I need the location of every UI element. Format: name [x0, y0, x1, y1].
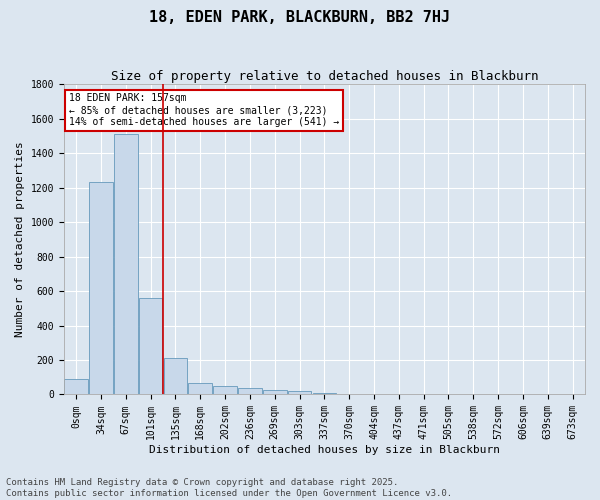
X-axis label: Distribution of detached houses by size in Blackburn: Distribution of detached houses by size … — [149, 445, 500, 455]
Bar — [288, 391, 311, 394]
Bar — [263, 390, 287, 394]
Bar — [114, 134, 137, 394]
Bar — [164, 358, 187, 394]
Bar — [214, 386, 237, 394]
Title: Size of property relative to detached houses in Blackburn: Size of property relative to detached ho… — [110, 70, 538, 83]
Bar — [139, 298, 163, 394]
Bar — [64, 379, 88, 394]
Bar — [313, 392, 336, 394]
Text: 18, EDEN PARK, BLACKBURN, BB2 7HJ: 18, EDEN PARK, BLACKBURN, BB2 7HJ — [149, 10, 451, 25]
Y-axis label: Number of detached properties: Number of detached properties — [15, 142, 25, 337]
Bar — [188, 384, 212, 394]
Text: 18 EDEN PARK: 157sqm
← 85% of detached houses are smaller (3,223)
14% of semi-de: 18 EDEN PARK: 157sqm ← 85% of detached h… — [69, 94, 339, 126]
Text: Contains HM Land Registry data © Crown copyright and database right 2025.
Contai: Contains HM Land Registry data © Crown c… — [6, 478, 452, 498]
Bar — [238, 388, 262, 394]
Bar — [89, 182, 113, 394]
